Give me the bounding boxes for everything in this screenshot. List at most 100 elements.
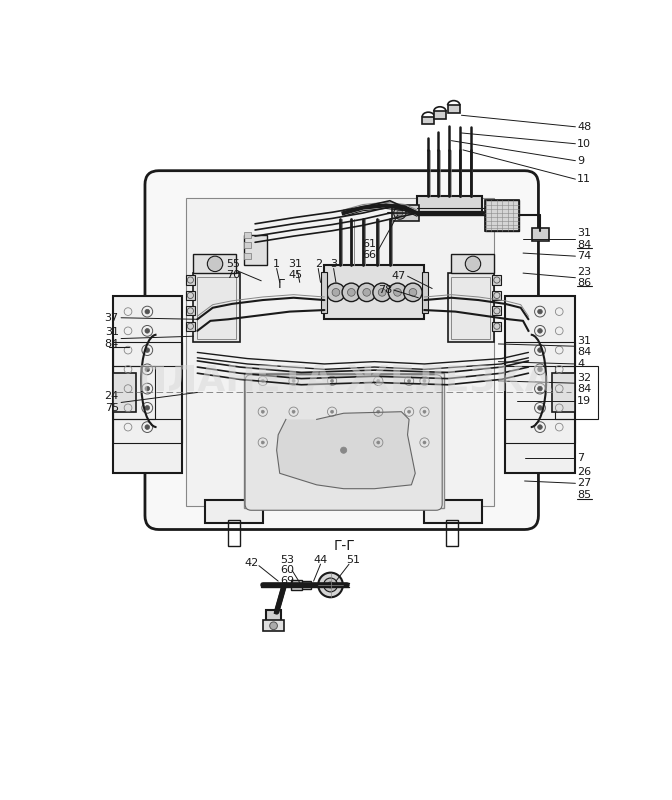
Bar: [266, 610, 282, 621]
Circle shape: [538, 329, 542, 333]
Circle shape: [409, 289, 417, 296]
Text: 84: 84: [105, 339, 119, 349]
Text: 31: 31: [105, 327, 119, 338]
Text: 66: 66: [363, 250, 377, 260]
Circle shape: [292, 410, 295, 414]
Circle shape: [269, 622, 278, 630]
Bar: [291, 580, 302, 590]
Text: 86: 86: [577, 278, 591, 288]
Text: 84: 84: [577, 346, 591, 357]
Text: 84: 84: [577, 240, 591, 250]
Circle shape: [363, 289, 370, 296]
Circle shape: [342, 283, 361, 302]
Circle shape: [145, 367, 150, 372]
Circle shape: [292, 379, 295, 382]
Circle shape: [332, 289, 340, 296]
Bar: [243, 231, 251, 238]
Bar: [422, 271, 428, 313]
Text: 19: 19: [577, 396, 591, 406]
Bar: [505, 419, 575, 442]
Circle shape: [388, 283, 407, 302]
Bar: [185, 275, 195, 285]
Text: 75: 75: [105, 403, 119, 413]
Circle shape: [538, 425, 542, 430]
Circle shape: [331, 379, 333, 382]
Bar: [113, 366, 155, 419]
Text: 69: 69: [280, 576, 294, 586]
Text: 53: 53: [280, 554, 294, 565]
Bar: [485, 200, 519, 230]
Bar: [198, 277, 236, 338]
Circle shape: [538, 386, 542, 391]
Circle shape: [396, 210, 403, 216]
Text: 26: 26: [577, 466, 591, 477]
Circle shape: [404, 283, 422, 302]
Bar: [185, 198, 494, 506]
Text: 23: 23: [577, 266, 591, 277]
Text: 84: 84: [577, 383, 591, 394]
Text: 45: 45: [288, 270, 302, 281]
Bar: [263, 619, 284, 631]
Circle shape: [347, 289, 355, 296]
Bar: [452, 277, 490, 338]
FancyBboxPatch shape: [145, 170, 538, 530]
Circle shape: [538, 367, 542, 372]
Circle shape: [423, 441, 426, 444]
Polygon shape: [277, 412, 415, 489]
Bar: [321, 271, 327, 313]
Text: 2: 2: [314, 259, 322, 269]
Bar: [448, 273, 494, 342]
Circle shape: [407, 410, 411, 414]
Circle shape: [465, 256, 480, 271]
Circle shape: [324, 578, 337, 592]
Text: 55: 55: [226, 259, 241, 269]
Text: 37: 37: [105, 313, 119, 322]
Bar: [452, 254, 494, 273]
FancyBboxPatch shape: [245, 374, 442, 510]
Bar: [185, 306, 195, 315]
Circle shape: [261, 379, 264, 382]
Circle shape: [407, 379, 411, 382]
Circle shape: [145, 310, 150, 314]
Bar: [422, 117, 435, 125]
Text: 1: 1: [273, 259, 280, 269]
Circle shape: [208, 256, 222, 271]
Bar: [417, 211, 482, 215]
Bar: [113, 296, 182, 474]
Circle shape: [358, 283, 376, 302]
Bar: [243, 242, 251, 249]
Text: 3: 3: [330, 259, 337, 269]
Circle shape: [327, 582, 333, 588]
Bar: [243, 253, 251, 259]
Bar: [552, 373, 575, 412]
Bar: [492, 322, 501, 331]
Bar: [417, 196, 482, 213]
Circle shape: [538, 406, 542, 410]
Circle shape: [331, 410, 333, 414]
Circle shape: [377, 379, 380, 382]
Bar: [392, 206, 419, 221]
Circle shape: [394, 207, 406, 219]
Bar: [492, 306, 501, 315]
Bar: [492, 275, 501, 285]
Bar: [194, 273, 240, 342]
Bar: [492, 291, 501, 300]
Circle shape: [341, 447, 347, 454]
Text: 9: 9: [577, 156, 584, 166]
Circle shape: [377, 441, 380, 444]
Bar: [185, 291, 195, 300]
Circle shape: [423, 379, 426, 382]
Text: 47: 47: [391, 271, 405, 281]
Bar: [243, 373, 444, 508]
Text: 42: 42: [244, 558, 258, 568]
Bar: [301, 581, 310, 589]
Circle shape: [377, 410, 380, 414]
Bar: [205, 500, 263, 523]
Bar: [555, 366, 597, 419]
Text: 61: 61: [363, 239, 377, 249]
Circle shape: [394, 289, 401, 296]
Circle shape: [145, 329, 150, 333]
Bar: [425, 500, 482, 523]
Text: 85: 85: [577, 490, 591, 500]
Bar: [243, 234, 267, 266]
